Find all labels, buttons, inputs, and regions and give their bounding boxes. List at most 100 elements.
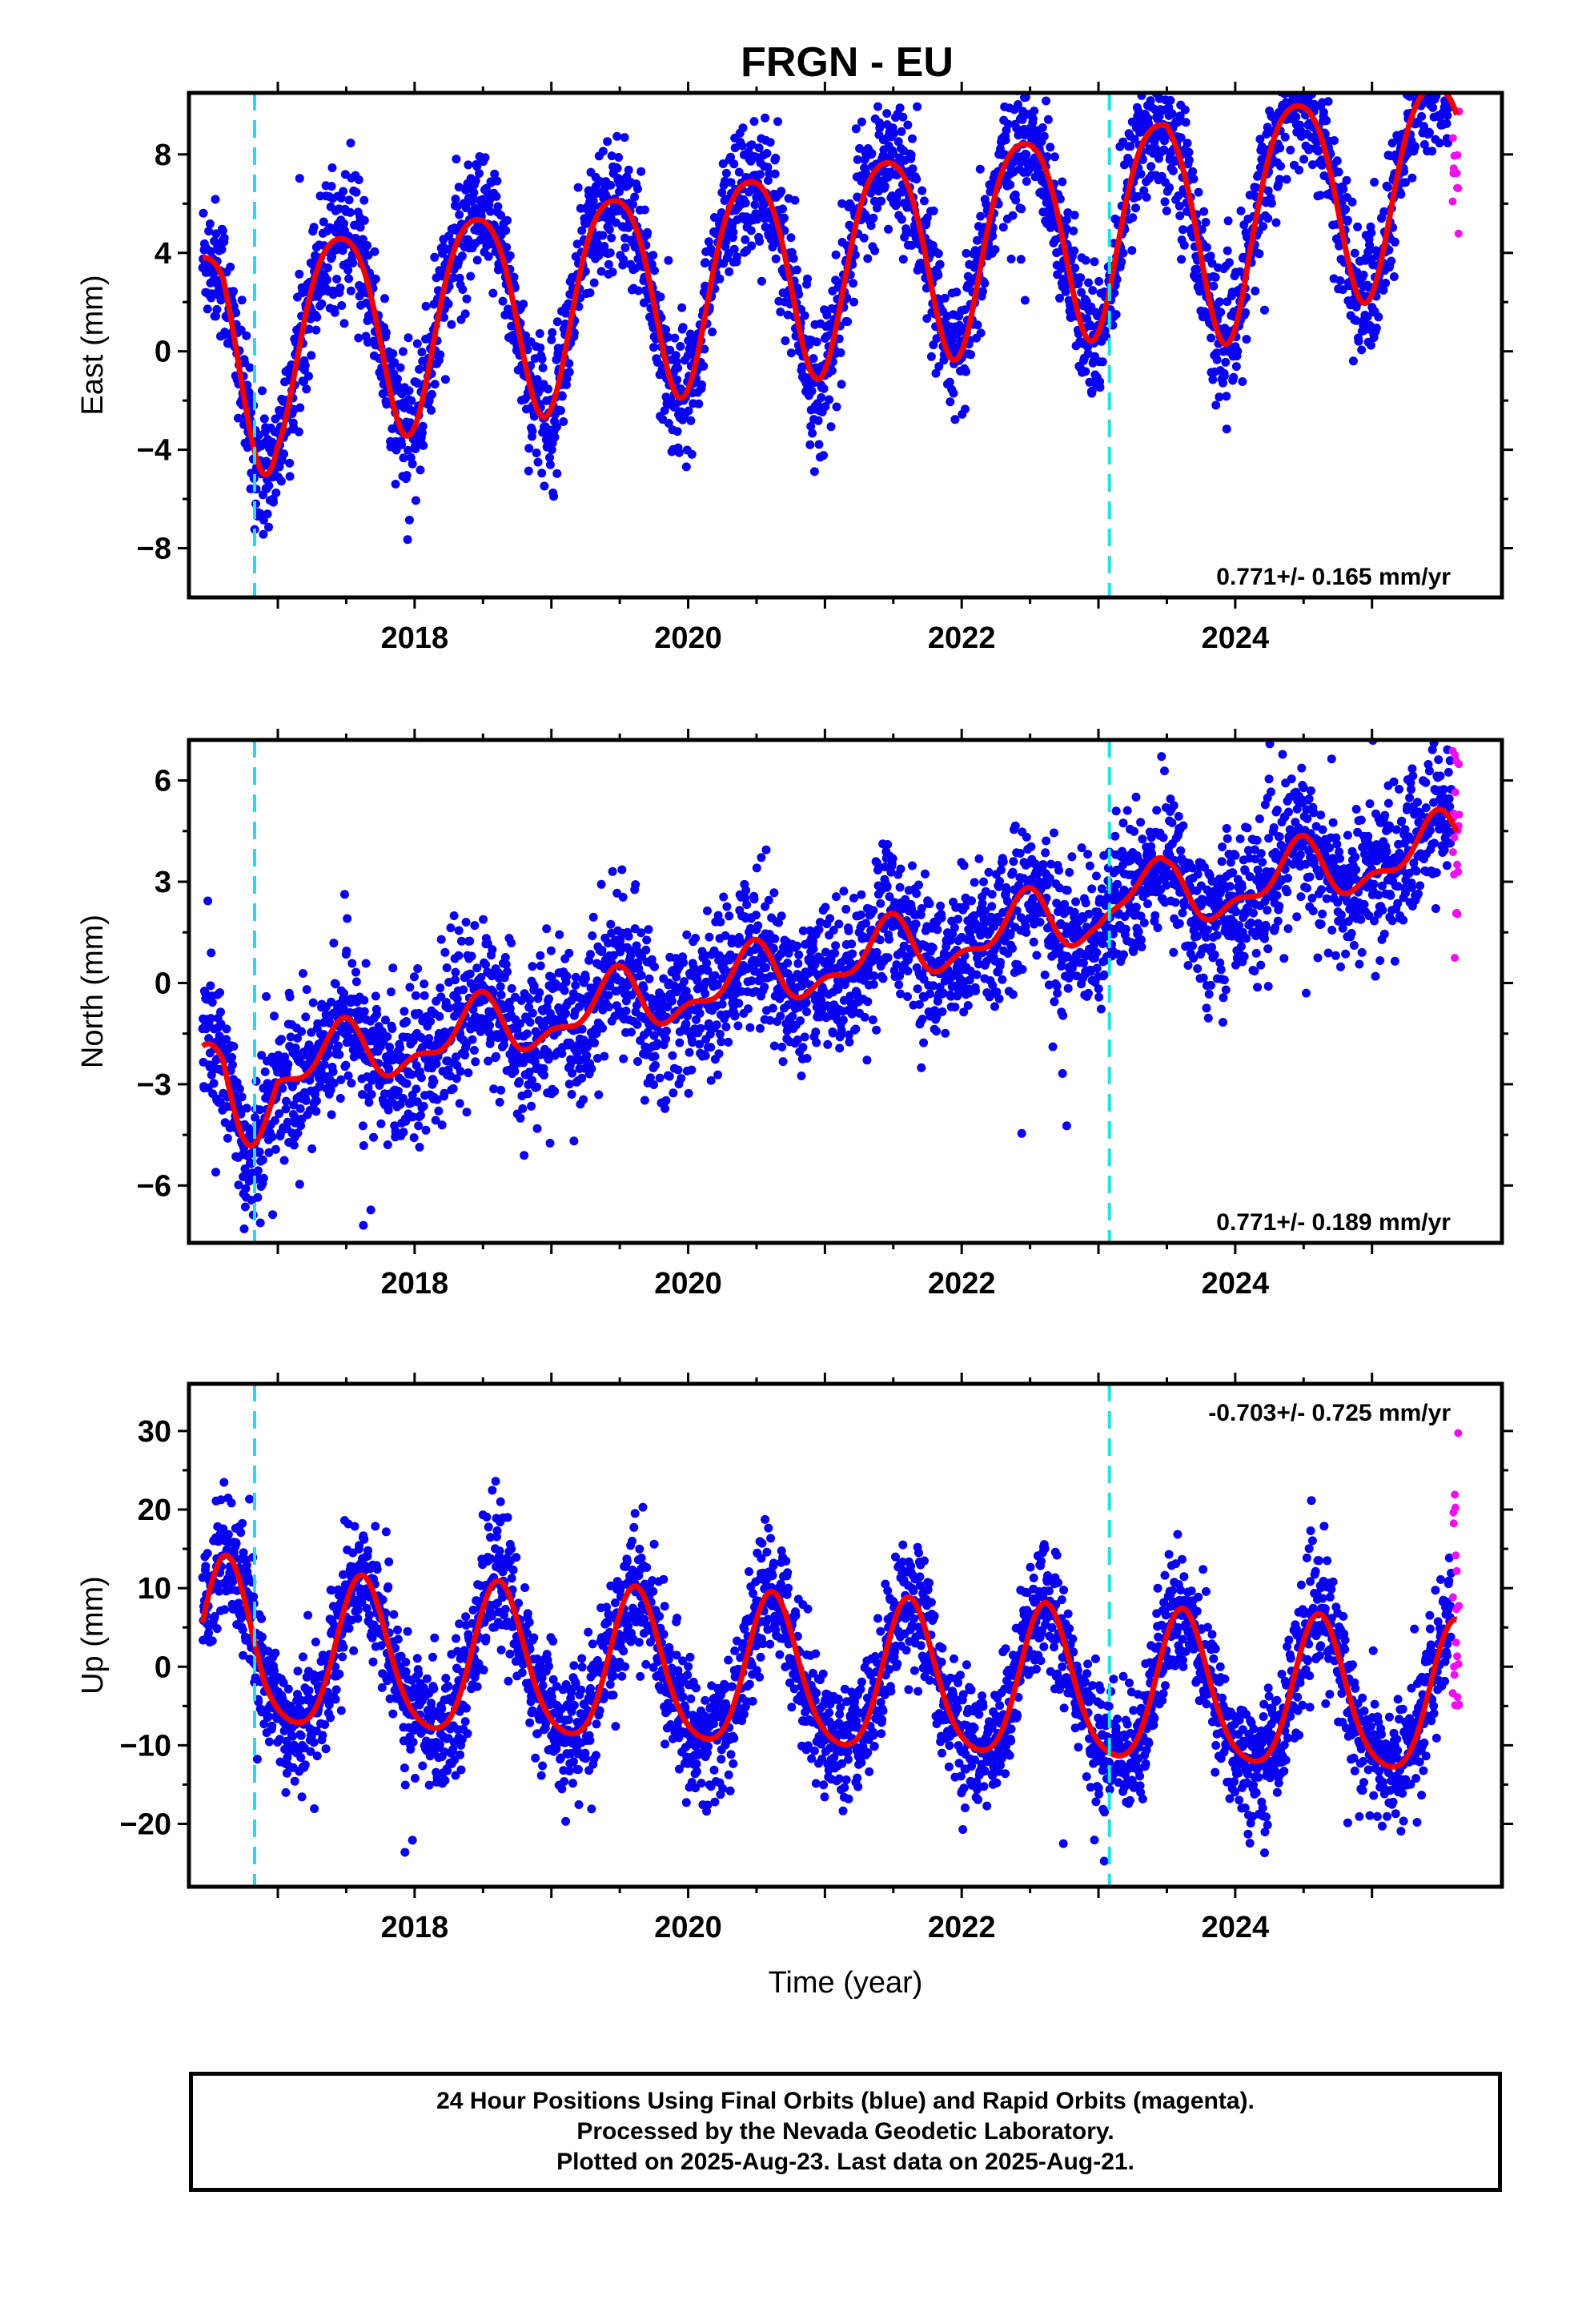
data-point: [332, 275, 342, 283]
data-point: [701, 258, 710, 267]
data-point: [455, 210, 464, 219]
data-point: [780, 213, 789, 223]
data-point: [726, 178, 736, 187]
data-point: [733, 980, 742, 990]
data-point: [275, 1109, 284, 1119]
data-point: [615, 1006, 624, 1015]
data-point: [572, 1048, 582, 1058]
data-point: [677, 303, 687, 312]
data-point: [1014, 100, 1022, 109]
data-point: [605, 248, 615, 258]
data-point: [495, 1097, 504, 1107]
data-point: [893, 137, 903, 147]
data-point: [206, 247, 215, 256]
data-point: [717, 188, 727, 197]
data-point: [237, 1092, 247, 1102]
data-point: [1290, 78, 1299, 87]
data-point: [677, 1074, 686, 1084]
data-point: [498, 296, 508, 306]
data-point: [296, 1121, 306, 1131]
data-point: [1042, 152, 1052, 162]
data-point: [240, 1202, 250, 1212]
data-point: [770, 169, 780, 179]
data-point: [604, 1002, 613, 1011]
data-point: [721, 931, 730, 940]
data-point: [761, 113, 770, 123]
data-point: [721, 237, 731, 247]
data-point: [285, 992, 295, 1002]
data-point: [399, 453, 408, 463]
data-point: [1184, 147, 1194, 157]
data-point: [741, 235, 750, 244]
data-point: [1181, 118, 1191, 127]
data-point: [762, 149, 772, 158]
data-point: [319, 217, 328, 227]
data-point: [492, 176, 502, 186]
data-point: [1281, 80, 1290, 89]
data-point: [752, 863, 761, 873]
data-point: [1315, 74, 1324, 82]
data-point: [1427, 14, 1435, 23]
data-point: [343, 914, 352, 923]
data-point: [777, 911, 786, 921]
data-point: [598, 231, 608, 240]
data-point: [592, 1054, 602, 1063]
data-point: [696, 1023, 705, 1033]
data-point: [763, 175, 773, 185]
data-point: [655, 1073, 665, 1083]
data-point: [1271, 218, 1281, 227]
data-point: [496, 211, 506, 220]
data-point: [1165, 183, 1174, 192]
data-point: [525, 995, 535, 1004]
data-point: [761, 963, 770, 972]
data-point: [664, 419, 673, 428]
data-point: [1347, 197, 1357, 207]
data-point: [516, 1019, 524, 1028]
data-point: [714, 1049, 724, 1059]
data-point: [730, 143, 740, 153]
data-point: [466, 271, 476, 281]
data-point: [569, 328, 579, 338]
data-point: [1420, 74, 1429, 83]
data-point: [520, 1151, 529, 1160]
data-point: [789, 254, 798, 263]
data-point: [906, 150, 916, 159]
data-point: [528, 962, 537, 971]
data-point: [490, 169, 500, 179]
data-point: [806, 421, 816, 431]
data-point: [786, 233, 796, 243]
data-point: [1241, 308, 1251, 317]
data-point: [636, 971, 646, 980]
data-point: [569, 1136, 579, 1146]
data-point: [875, 123, 885, 133]
data-point: [934, 362, 944, 372]
data-point: [431, 1116, 440, 1125]
data-point: [1415, 53, 1424, 62]
data-point: [568, 1068, 577, 1078]
data-point: [575, 1002, 584, 1011]
data-point: [1404, 73, 1413, 82]
data-point: [500, 1035, 509, 1043]
data-point: [1223, 216, 1233, 226]
data-point: [710, 971, 720, 980]
data-point: [1184, 155, 1194, 165]
data-point: [1319, 107, 1328, 117]
data-point: [384, 1064, 394, 1073]
data-point: [949, 388, 958, 398]
data-point: [612, 131, 622, 141]
data-point: [1016, 255, 1026, 264]
data-point: [827, 366, 837, 376]
data-point: [253, 1192, 263, 1202]
data-point: [1138, 155, 1147, 164]
data-point: [594, 251, 604, 260]
data-point: [524, 444, 534, 453]
data-point: [519, 300, 528, 309]
data-point: [636, 167, 646, 176]
data-point: [861, 168, 870, 178]
data-point: [239, 1224, 249, 1233]
data-point: [594, 1090, 604, 1100]
data-point: [293, 1033, 302, 1043]
data-point: [792, 265, 801, 275]
data-point: [417, 348, 427, 357]
